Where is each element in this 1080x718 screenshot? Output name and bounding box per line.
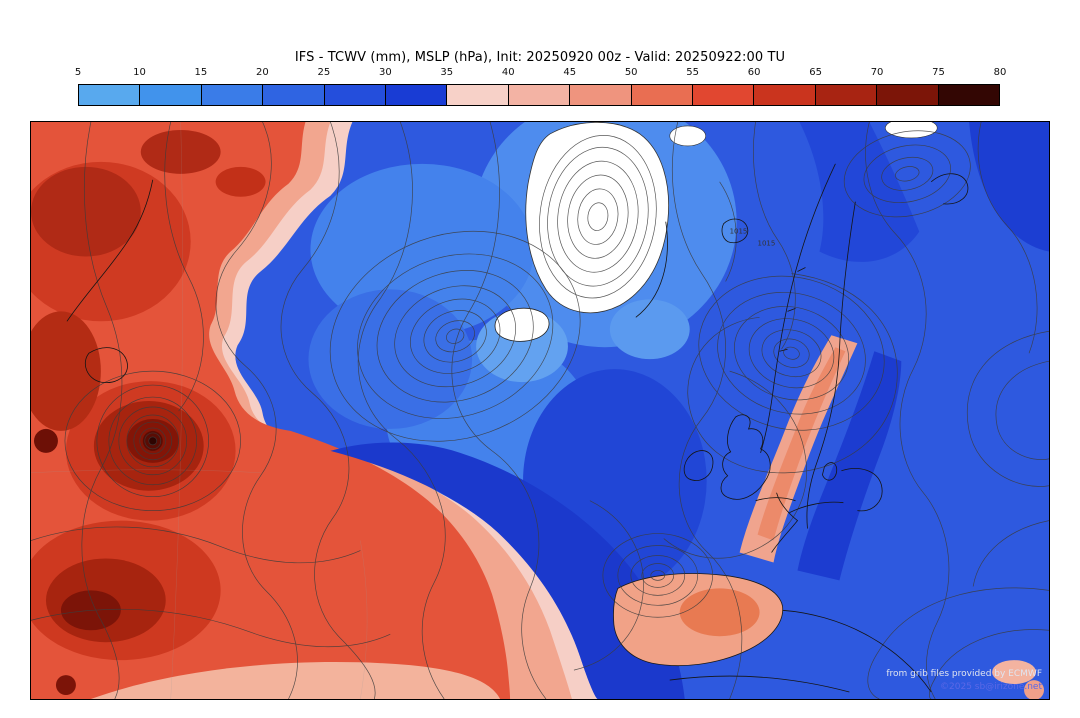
colorbar-segment xyxy=(263,85,325,105)
colorbar-segment xyxy=(79,85,141,105)
sweden-coastline xyxy=(806,201,856,529)
colorbar-segment xyxy=(324,85,387,105)
colorbar-segment xyxy=(754,85,816,105)
low-pressure-center-iberia xyxy=(602,533,714,618)
colorbar-tick: 75 xyxy=(932,67,945,78)
france-coastline xyxy=(755,492,799,553)
colorbar-bar xyxy=(78,84,1000,106)
chart-title: IFS - TCWV (mm), MSLP (hPa), Init: 20250… xyxy=(294,50,786,65)
colorbar-tick: 45 xyxy=(563,67,577,78)
credit-provider: from grib files provided by ECMWF xyxy=(886,668,1042,679)
colorbar-tick: 65 xyxy=(809,67,822,78)
colorbar-segment xyxy=(877,85,939,105)
graticule xyxy=(31,122,368,699)
colorbar-segment xyxy=(386,85,448,105)
colorbar-segment xyxy=(508,85,571,105)
colorbar-segment xyxy=(447,85,509,105)
uk-coastline xyxy=(720,414,771,500)
colorbar-tick: 20 xyxy=(256,67,269,78)
iceland-island xyxy=(494,307,550,342)
norway-coastline xyxy=(760,163,836,453)
colorbar-tick: 25 xyxy=(317,67,331,78)
colorbar-tick: 40 xyxy=(501,67,515,78)
colorbar-segment xyxy=(815,85,878,105)
colorbar-segment xyxy=(570,85,632,105)
low-pressure-center-atlantic xyxy=(329,230,581,442)
credits: from grib files provided by ECMWF ©2025 … xyxy=(886,668,1042,694)
tcwv-field xyxy=(31,122,1049,699)
colorbar-segment xyxy=(140,85,202,105)
mslp-contours xyxy=(31,122,1049,699)
africa-coastline xyxy=(669,675,850,693)
coastlines xyxy=(66,163,969,693)
colorbar-tick: 30 xyxy=(378,67,392,78)
colorbar-segment xyxy=(201,85,264,105)
ireland-coastline xyxy=(683,450,714,481)
arctic-island-coastline xyxy=(721,218,749,244)
colorbar-tick: 55 xyxy=(686,67,700,78)
high-pressure-center xyxy=(843,130,971,218)
colorbar-tick: 10 xyxy=(133,67,146,78)
colorbar-tick: 80 xyxy=(993,67,1007,78)
weather-map-svg: 1015 1015 xyxy=(31,122,1049,699)
colorbar-segment xyxy=(693,85,755,105)
colorbar-tick: 5 xyxy=(74,67,82,78)
hurricane-contours xyxy=(64,370,241,512)
colorbar-segment xyxy=(938,85,1000,105)
colorbar-tick: 60 xyxy=(747,67,761,78)
tcwv-deep-blue-band xyxy=(330,442,685,699)
contour-label: 1015 xyxy=(758,240,776,248)
newfoundland-coastline xyxy=(85,347,128,384)
colorbar-segment xyxy=(631,85,694,105)
denmark-coastline xyxy=(822,462,838,481)
colorbar-ticks: 5 10 15 20 25 30 35 40 45 50 55 60 65 70 75 80 xyxy=(74,67,1007,80)
colorbar-tick: 15 xyxy=(194,67,208,78)
hurricane-eye xyxy=(148,436,157,445)
colorbar-tick: 70 xyxy=(870,67,884,78)
low-pressure-center-norway xyxy=(698,275,885,431)
map-area: 1015 1015 from grib files provided by EC… xyxy=(30,121,1050,700)
labrador-coastline xyxy=(66,179,154,322)
credit-copyright: ©2025 sb@irizone.net xyxy=(940,681,1042,692)
colorbar-tick: 35 xyxy=(440,67,454,78)
colorbar-tick: 50 xyxy=(624,67,638,78)
mediterranean-coastline xyxy=(782,609,932,693)
greenland-icecap xyxy=(525,122,669,314)
contour-label: 1015 xyxy=(730,228,748,236)
hurricane-core xyxy=(126,418,179,463)
